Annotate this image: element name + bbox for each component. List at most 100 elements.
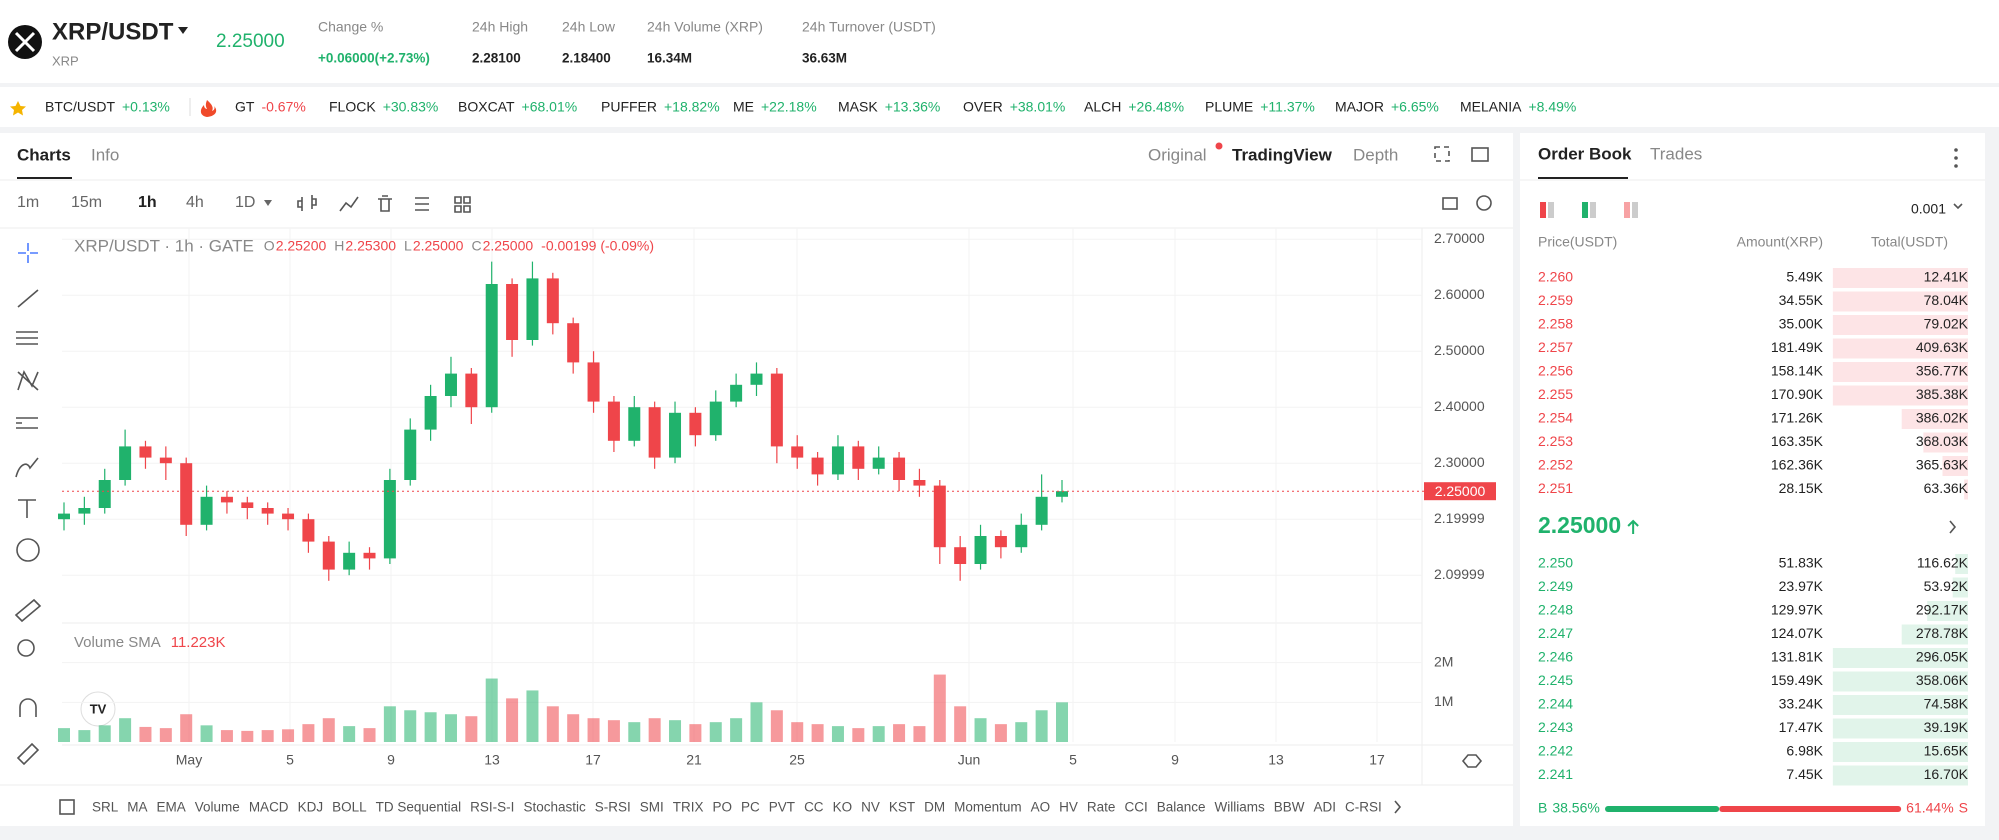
indicator-item[interactable]: Balance — [1157, 800, 1206, 815]
crosshair-tool[interactable] — [18, 243, 38, 263]
fullscreen[interactable] — [1434, 146, 1450, 162]
y-tick-label: 2.70000 — [1434, 230, 1485, 246]
screenshot[interactable] — [1442, 197, 1458, 210]
ticker-symbol[interactable]: PLUME — [1205, 99, 1253, 115]
indicator-item[interactable]: HV — [1059, 800, 1078, 815]
ob-tab[interactable]: Trades — [1650, 144, 1702, 163]
indicator-item[interactable]: PC — [741, 800, 760, 815]
indicator-item[interactable]: Rate — [1087, 800, 1116, 815]
brush-tool[interactable] — [15, 457, 39, 478]
view-tab[interactable]: Depth — [1353, 145, 1398, 164]
ob-tab[interactable]: Order Book — [1538, 144, 1632, 163]
depth-mode-icons[interactable] — [1540, 202, 1638, 218]
indicator[interactable] — [339, 196, 359, 212]
emoji-tool[interactable] — [16, 538, 40, 562]
indicator-item[interactable]: DM — [924, 800, 945, 815]
volume-bar — [648, 718, 661, 742]
indicator-item[interactable]: NV — [861, 800, 880, 815]
indicator-item[interactable]: BBW — [1274, 800, 1305, 815]
ticker-change: +0.13% — [122, 99, 170, 115]
zoom-tool[interactable] — [17, 639, 35, 657]
indicator-item[interactable]: C-RSI — [1345, 800, 1382, 815]
indicator-item[interactable]: RSI-S-I — [470, 800, 514, 815]
calendar[interactable] — [59, 799, 75, 815]
indicator-item[interactable]: MACD — [249, 800, 289, 815]
symbol-dropdown[interactable] — [178, 27, 188, 34]
interval[interactable]: 4h — [186, 194, 204, 211]
ticker-symbol[interactable]: MASK — [838, 99, 878, 115]
hot-icon — [200, 100, 217, 117]
indicator-item[interactable]: TD Sequential — [376, 800, 462, 815]
candle-type[interactable] — [297, 195, 317, 211]
tab[interactable]: Charts — [17, 145, 71, 164]
indicator-item[interactable]: SMI — [640, 800, 664, 815]
line-tool[interactable] — [17, 289, 39, 308]
ticker-symbol[interactable]: ME — [733, 99, 754, 115]
indicator-item[interactable]: PVT — [769, 800, 795, 815]
pattern-tool[interactable] — [17, 370, 39, 391]
ticker-symbol[interactable]: MAJOR — [1335, 99, 1384, 115]
settings[interactable] — [1476, 195, 1492, 211]
interval[interactable]: 1h — [138, 194, 157, 211]
candle-body — [1015, 524, 1028, 548]
indicator-item[interactable]: BOLL — [332, 800, 367, 815]
indicator-item[interactable]: KO — [833, 800, 853, 815]
indicator-item[interactable]: MA — [127, 800, 147, 815]
window[interactable] — [1471, 147, 1489, 162]
kebab[interactable] — [1954, 148, 1958, 168]
text-tool[interactable] — [18, 499, 36, 518]
candle-body — [872, 457, 885, 469]
indicator-item[interactable]: Volume — [195, 800, 240, 815]
indicator-item[interactable]: S-RSI — [595, 800, 631, 815]
interval[interactable]: 1m — [17, 194, 39, 211]
parallel-tool[interactable] — [16, 331, 38, 345]
indicator-item[interactable]: TRIX — [673, 800, 704, 815]
indicator-item[interactable]: KDJ — [298, 800, 324, 815]
mid-arrow[interactable] — [1949, 520, 1957, 534]
ticker-symbol[interactable]: OVER — [963, 99, 1003, 115]
total: 356.77K — [1916, 363, 1969, 379]
indicator-item[interactable]: Momentum — [954, 800, 1022, 815]
interval[interactable]: 1D — [235, 194, 255, 211]
tab[interactable]: Info — [91, 145, 119, 164]
indicator-item[interactable]: CCI — [1124, 800, 1147, 815]
lock-tool[interactable] — [16, 742, 40, 766]
indicator-item[interactable]: CC — [804, 800, 824, 815]
ticker-symbol[interactable]: PUFFER — [601, 99, 657, 115]
scroll-right[interactable] — [1394, 800, 1402, 814]
view-tab[interactable]: TradingView — [1232, 145, 1333, 164]
indicator-item[interactable]: KST — [889, 800, 915, 815]
indicator-item[interactable]: ADI — [1314, 800, 1337, 815]
interval[interactable]: 15m — [71, 194, 102, 211]
amount: 163.35K — [1771, 433, 1824, 449]
ticker-symbol[interactable]: ALCH — [1084, 99, 1121, 115]
ticker-symbol[interactable]: FLOCK — [329, 99, 376, 115]
ticker-symbol[interactable]: BTC/USDT — [45, 99, 115, 115]
ticker-symbol[interactable]: BOXCAT — [458, 99, 515, 115]
view-tab[interactable]: Original — [1148, 145, 1207, 164]
favorite-star[interactable] — [10, 101, 26, 116]
axis-settings[interactable] — [1461, 754, 1483, 768]
indicator-item[interactable]: Stochastic — [523, 800, 586, 815]
candle-body — [383, 480, 396, 559]
indicator-item[interactable]: Williams — [1215, 800, 1265, 815]
indicator-item[interactable]: PO — [713, 800, 733, 815]
fib-tool[interactable] — [16, 417, 38, 429]
indicator-item[interactable]: SRL — [92, 800, 119, 815]
interval-dropdown[interactable] — [264, 200, 272, 206]
x-tick-label: 17 — [585, 752, 601, 768]
symbol[interactable]: XRP/USDT — [52, 18, 174, 45]
volume-bar — [58, 728, 70, 742]
indicator-item[interactable]: EMA — [157, 800, 186, 815]
ticker-symbol[interactable]: MELANIA — [1460, 99, 1522, 115]
precision[interactable]: 0.001 — [1911, 201, 1946, 217]
indicator-item[interactable]: AO — [1031, 800, 1051, 815]
list[interactable] — [415, 197, 429, 211]
ticker-symbol[interactable]: GT — [235, 99, 255, 115]
stat-label: 24h Volume (XRP) — [647, 19, 763, 35]
precision-dropdown[interactable] — [1953, 203, 1963, 210]
layout[interactable] — [454, 196, 471, 213]
ruler-tool[interactable] — [14, 598, 42, 623]
magnet-tool[interactable] — [19, 698, 37, 717]
delete[interactable] — [378, 195, 392, 212]
